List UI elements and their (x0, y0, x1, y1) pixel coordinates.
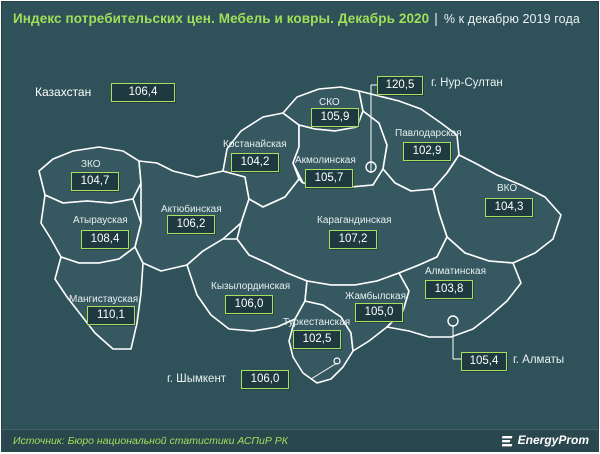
region-value-zko: 104,7 (71, 172, 119, 191)
region-label-zhambyl: Жамбылская (345, 291, 406, 302)
footer-bar: Источник: Бюро национальной статистики А… (1, 429, 599, 452)
region-value-kyzylorda: 106,0 (225, 295, 273, 314)
region-label-kyzylorda: Кызылординская (211, 281, 291, 292)
chart-title: Индекс потребительских цен. Мебель и ков… (13, 11, 580, 26)
region-value-pavlodar: 102,9 (403, 142, 451, 161)
logo-text: EnergyProm (517, 433, 589, 447)
title-subtitle: % к декабрю 2019 года (443, 12, 580, 26)
region-label-almaty-region: Алматинская (425, 266, 486, 277)
city-value-nur-sultan: 120,5 (377, 76, 423, 95)
shymkent-marker (333, 357, 341, 365)
region-label-zko: ЗКО (81, 159, 101, 170)
region-label-sko: СКО (319, 97, 340, 108)
city-label-shymkent: г. Шымкент (167, 373, 227, 385)
region-value-aktobe: 106,2 (167, 215, 215, 234)
almaty-marker (447, 315, 459, 327)
country-value-box: 106,4 (111, 83, 175, 102)
region-value-akmola: 105,7 (305, 169, 353, 188)
country-label: Казахстан (35, 85, 92, 99)
region-value-turkestan: 102,5 (293, 330, 341, 349)
region-label-atyrau: Атырауская (73, 215, 128, 226)
region-label-mangistau: Мангистауская (69, 294, 139, 305)
region-label-karaganda: Карагандинская (317, 215, 392, 226)
title-main: Индекс потребительских цен. Мебель и ков… (13, 11, 430, 26)
leader-lines (310, 84, 461, 380)
region-value-almaty-region: 103,8 (425, 280, 473, 299)
energyprom-logo: EnergyProm (501, 433, 589, 448)
region-label-turkestan: Туркестанская (283, 317, 351, 328)
region-value-zhambyl: 105,0 (355, 303, 403, 322)
region-value-sko: 105,9 (311, 108, 359, 127)
source-note: Источник: Бюро национальной статистики А… (13, 435, 288, 447)
city-value-almaty: 105,4 (461, 352, 507, 371)
region-label-aktobe: Актюбинская (161, 204, 222, 215)
region-label-kostanay: Костанайская (223, 139, 287, 150)
region-label-vko: ВКО (497, 183, 518, 194)
city-label-nur-sultan: г. Нур-Султан (431, 77, 503, 89)
energyprom-logo-icon (501, 435, 513, 447)
region-label-pavlodar: Павлодарская (395, 128, 462, 139)
city-value-shymkent: 106,0 (241, 370, 289, 389)
region-value-vko: 104,3 (485, 198, 533, 217)
region-value-mangistau: 110,1 (87, 306, 135, 325)
region-value-kostanay: 104,2 (231, 153, 279, 172)
nur-sultan-marker (365, 161, 377, 173)
region-label-akmola: Акмолинская (295, 155, 356, 166)
region-value-atyrau: 108,4 (81, 230, 129, 249)
region-value-karaganda: 107,2 (329, 230, 377, 249)
city-label-almaty: г. Алматы (513, 354, 565, 366)
title-separator: | (434, 11, 438, 26)
